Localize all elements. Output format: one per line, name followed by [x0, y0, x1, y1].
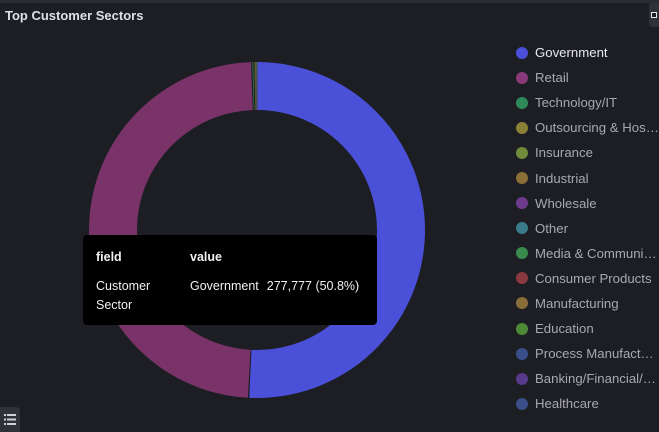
legend-color-dot-icon [516, 297, 528, 310]
donut-slice[interactable] [252, 62, 255, 111]
legend-item[interactable]: Wholesale [516, 191, 659, 216]
tooltip-field-name: Customer Sector [96, 279, 151, 312]
legend-color-dot-icon [516, 197, 528, 210]
legend-item[interactable]: Healthcare [516, 391, 659, 416]
legend-label: Education [535, 321, 594, 337]
chart-tooltip: field value Customer Sector Government 27… [83, 235, 377, 325]
legend-color-dot-icon [516, 71, 528, 84]
legend-item[interactable]: Education [516, 316, 659, 341]
legend-color-dot-icon [516, 222, 528, 235]
legend-item[interactable]: Industrial [516, 165, 659, 190]
legend-color-dot-icon [516, 347, 528, 360]
donut-slice[interactable] [255, 62, 257, 111]
donut-slice[interactable] [255, 62, 257, 111]
list-icon [4, 414, 16, 425]
legend-item[interactable]: Insurance [516, 140, 659, 165]
legend-label: Retail [535, 70, 569, 86]
legend-color-dot-icon [516, 146, 528, 159]
legend-item[interactable]: Technology/IT [516, 90, 659, 115]
legend-color-dot-icon [516, 247, 528, 260]
legend-label: Technology/IT [535, 95, 618, 111]
donut-svg[interactable] [88, 61, 426, 399]
legend-label: Process Manufactur... [535, 346, 659, 362]
donut-slice[interactable] [255, 62, 256, 111]
tooltip-header-value: value [190, 250, 222, 264]
panel-menu-icon [651, 12, 657, 18]
legend-label: Industrial [535, 170, 589, 186]
donut-slice[interactable] [249, 62, 425, 398]
legend-label: Government [535, 45, 608, 61]
legend-color-dot-icon [516, 372, 528, 385]
legend-item[interactable]: Outsourcing & Hosti... [516, 115, 659, 140]
panel-menu-button[interactable] [649, 3, 659, 27]
panel-top-border [0, 0, 659, 3]
legend-item[interactable]: Other [516, 216, 659, 241]
legend-item[interactable]: Process Manufactur... [516, 341, 659, 366]
legend-item[interactable]: Government [516, 40, 659, 65]
donut-chart[interactable] [88, 61, 426, 399]
tooltip-value: Government 277,777 (50.8%) [190, 277, 359, 296]
legend-item[interactable]: Banking/Financial/W... [516, 366, 659, 391]
legend-color-dot-icon [516, 46, 528, 59]
legend-label: Healthcare [535, 396, 599, 412]
donut-slice[interactable] [88, 62, 253, 398]
legend-color-dot-icon [516, 121, 528, 134]
legend-label: Media & Communic... [535, 245, 659, 261]
tooltip-value-number: 277,777 (50.8%) [266, 279, 360, 293]
legend-label: Insurance [535, 145, 593, 161]
legend-label: Consumer Products [535, 270, 652, 286]
legend-item[interactable]: Consumer Products [516, 266, 659, 291]
donut-slice[interactable] [254, 62, 256, 111]
legend-color-dot-icon [516, 322, 528, 335]
legend-label: Banking/Financial/W... [535, 371, 659, 387]
legend-label: Outsourcing & Hosti... [535, 120, 659, 136]
legend-color-dot-icon [516, 397, 528, 410]
tooltip-header-field: field [96, 250, 122, 264]
legend-color-dot-icon [516, 172, 528, 185]
tooltip-value-label: Government [190, 279, 259, 293]
legend-item[interactable]: Manufacturing [516, 291, 659, 316]
legend-item[interactable]: Media & Communic... [516, 241, 659, 266]
legend-color-dot-icon [516, 272, 528, 285]
panel-title: Top Customer Sectors [5, 8, 144, 23]
legend-toggle-button[interactable] [0, 407, 20, 432]
legend-label: Manufacturing [535, 295, 619, 311]
legend-item[interactable]: Retail [516, 65, 659, 90]
chart-legend: Government Retail Technology/IT Outsourcing… [516, 40, 659, 416]
legend-label: Other [535, 220, 568, 236]
legend-color-dot-icon [516, 96, 528, 109]
legend-label: Wholesale [535, 195, 597, 211]
